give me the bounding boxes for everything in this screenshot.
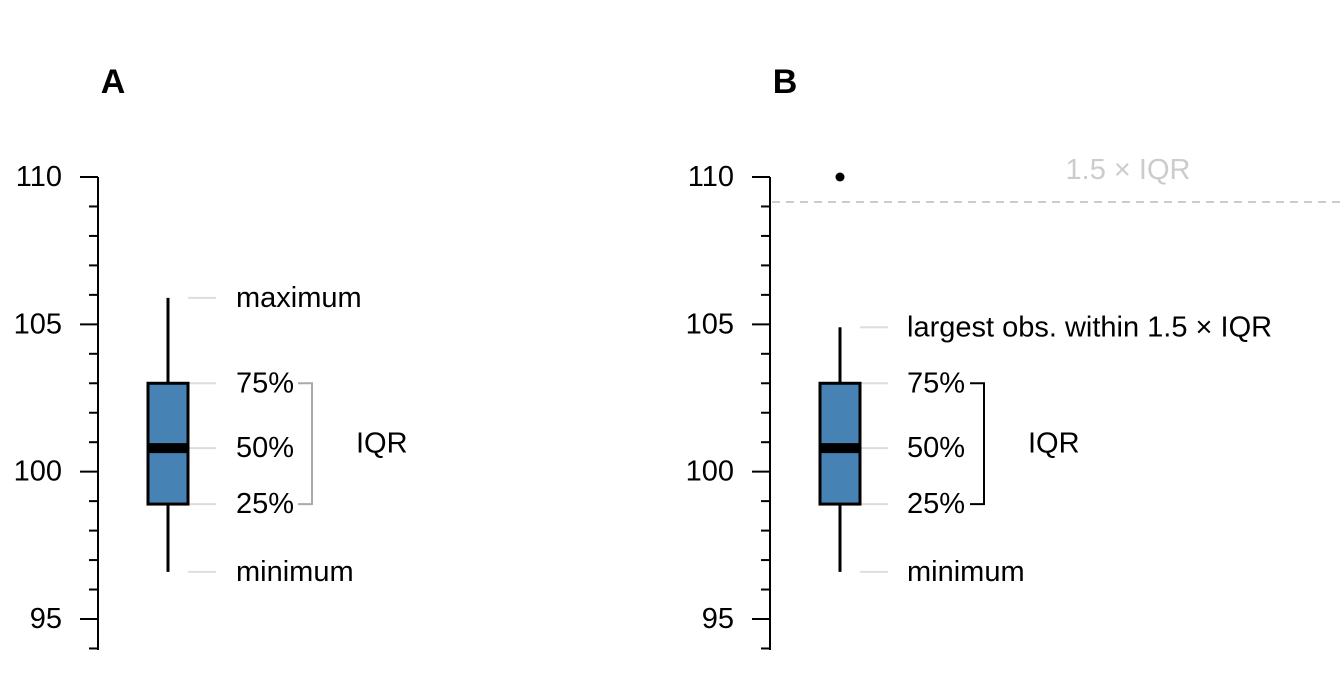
y-tick-label-a: 105 <box>14 308 62 340</box>
panel-label-a: A <box>101 63 126 101</box>
annotation-max-a: maximum <box>236 282 362 314</box>
y-tick-label-a: 95 <box>30 603 62 635</box>
outlier-point-b <box>835 172 845 182</box>
y-tick-label-b: 95 <box>702 603 734 635</box>
annotation-median-a: 50% <box>236 432 294 464</box>
annotation-min-a: minimum <box>236 556 354 588</box>
annotation-q3-b: 75% <box>907 367 965 399</box>
annotation-q1-b: 25% <box>907 488 965 520</box>
annotation-min-b: minimum <box>907 556 1025 588</box>
y-tick-label-b: 110 <box>688 161 734 193</box>
iqr-label-a: IQR <box>356 428 408 460</box>
annotation-q3-a: 75% <box>236 367 294 399</box>
annotation-q1-a: 25% <box>236 488 294 520</box>
iqr-bracket-b <box>970 382 985 506</box>
y-tick-label-b: 100 <box>686 456 734 488</box>
threshold-label-b: 1.5 × IQR <box>1066 154 1191 186</box>
annotation-median-b: 50% <box>907 432 965 464</box>
panel-label-b: B <box>773 63 798 101</box>
iqr-bracket-a <box>298 382 313 506</box>
y-tick-label-a: 100 <box>14 456 62 488</box>
iqr-label-b: IQR <box>1028 428 1080 460</box>
y-tick-label-b: 105 <box>686 308 734 340</box>
annotation-whisker_high-b: largest obs. within 1.5 × IQR <box>907 311 1272 343</box>
y-tick-label-a: 110 <box>16 161 62 193</box>
